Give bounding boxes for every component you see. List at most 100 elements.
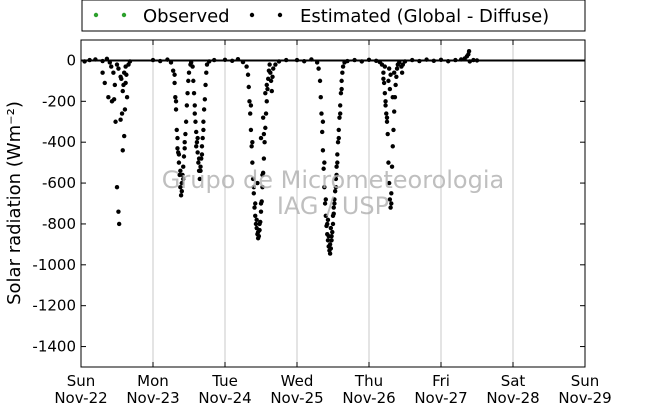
data-point: [393, 82, 398, 88]
data-point: [392, 70, 397, 75]
data-point: [255, 229, 261, 235]
data-point: [119, 111, 125, 116]
data-point: [116, 66, 121, 71]
x-tick-label-date: Nov-29: [558, 389, 611, 407]
data-point: [446, 59, 451, 64]
data-point: [179, 180, 184, 186]
legend-observed-marker: [93, 12, 99, 18]
data-point: [471, 57, 476, 63]
y-tick-label: -600: [42, 174, 76, 192]
watermark-line2: IAG / USP: [277, 192, 389, 220]
legend-estimated-marker: [249, 12, 255, 18]
data-point: [93, 57, 98, 62]
data-point: [250, 139, 255, 145]
data-point: [366, 57, 372, 63]
data-point: [196, 156, 202, 161]
data-point: [302, 59, 307, 64]
data-point: [268, 78, 274, 84]
data-point: [186, 70, 192, 75]
data-point: [247, 99, 252, 104]
data-point: [111, 70, 116, 75]
data-point: [453, 57, 458, 63]
data-point: [119, 76, 124, 82]
data-point: [381, 70, 386, 75]
data-point: [320, 129, 325, 135]
legend-estimated-label: Estimated (Global - Diffuse): [300, 6, 549, 27]
data-point: [258, 209, 264, 214]
data-point: [339, 86, 344, 92]
data-point: [192, 111, 197, 116]
data-point: [264, 99, 269, 104]
x-tick-label-day: Wed: [281, 372, 314, 390]
data-point: [222, 57, 228, 63]
data-point: [173, 95, 178, 100]
data-point: [338, 111, 343, 116]
data-point: [182, 139, 187, 145]
data-point: [387, 197, 393, 202]
data-point: [235, 57, 241, 62]
data-point: [120, 88, 125, 94]
data-point: [192, 103, 197, 108]
data-point: [264, 82, 269, 88]
data-point: [181, 176, 186, 182]
data-point: [198, 164, 203, 169]
data-point: [383, 99, 388, 104]
data-point: [116, 221, 122, 227]
data-point: [352, 57, 357, 63]
data-point: [173, 99, 179, 104]
data-point: [325, 217, 331, 223]
data-point: [309, 57, 314, 62]
data-point: [389, 191, 394, 196]
data-point: [102, 80, 107, 86]
data-point: [391, 127, 396, 133]
data-point: [109, 64, 114, 69]
data-point: [337, 115, 342, 120]
data-point: [388, 72, 393, 77]
data-point: [206, 59, 212, 64]
data-point: [382, 90, 388, 96]
data-point: [273, 62, 278, 67]
data-point: [121, 82, 126, 88]
data-point: [265, 86, 270, 92]
data-point: [190, 64, 195, 69]
data-point: [174, 127, 179, 133]
x-tick-label-date: Nov-28: [486, 389, 539, 407]
data-point: [328, 246, 334, 251]
x-tick-label-date: Nov-25: [270, 389, 323, 407]
data-point: [111, 97, 117, 102]
data-point: [271, 66, 276, 71]
data-point: [438, 57, 444, 63]
data-point: [127, 59, 133, 64]
data-point: [340, 64, 346, 69]
y-tick-label: -200: [42, 92, 76, 110]
data-point: [327, 242, 333, 247]
data-point: [172, 72, 177, 77]
data-point: [178, 193, 184, 198]
x-tick-label-day: Thu: [354, 372, 383, 390]
data-point: [120, 148, 125, 153]
data-point: [399, 70, 405, 75]
data-point: [165, 57, 170, 62]
data-point: [186, 78, 191, 84]
data-point: [383, 103, 388, 108]
data-point: [390, 144, 395, 149]
data-point: [202, 97, 208, 102]
data-point: [260, 115, 266, 120]
data-point: [387, 86, 393, 92]
data-point: [389, 201, 394, 206]
data-point: [255, 180, 260, 186]
data-point: [182, 146, 187, 151]
y-tick-label: -400: [42, 133, 76, 151]
data-point: [251, 184, 256, 190]
gridlines: [152, 40, 514, 367]
data-point: [258, 135, 264, 141]
data-point: [248, 103, 254, 108]
data-point: [294, 57, 300, 63]
data-point: [327, 251, 333, 256]
data-point: [329, 238, 334, 243]
data-point: [320, 119, 326, 124]
x-tick-label-day: Tue: [211, 372, 238, 390]
x-tick-label-day: Mon: [137, 372, 169, 390]
x-tick-label-date: Nov-23: [126, 389, 179, 407]
